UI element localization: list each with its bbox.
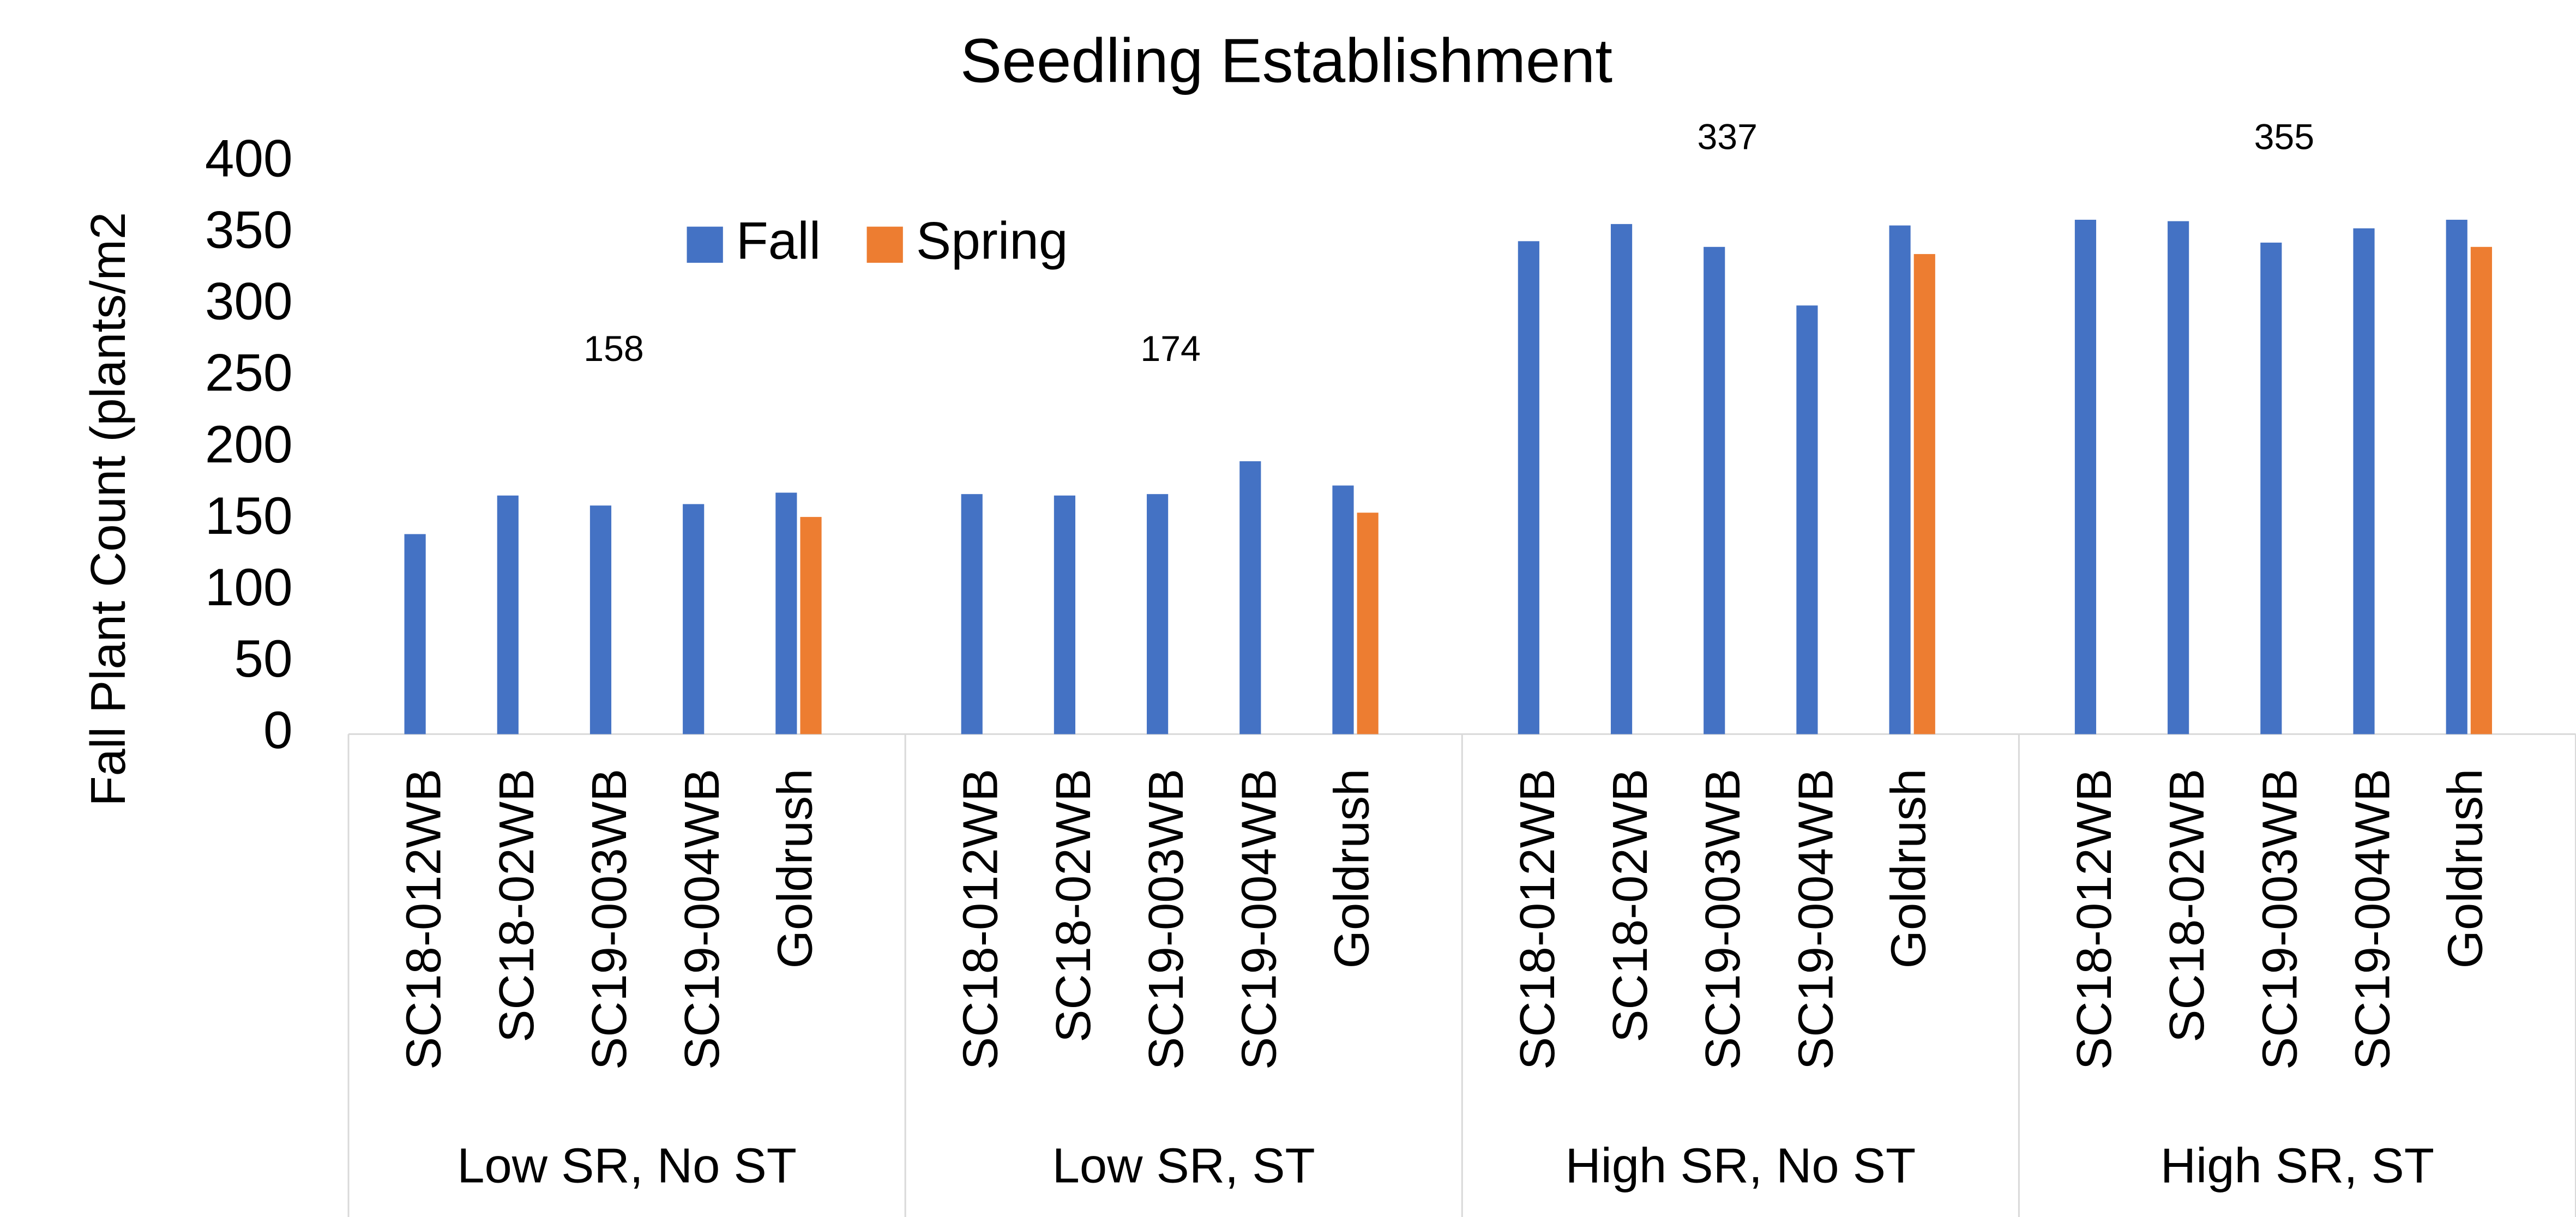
bar: [1239, 461, 1261, 734]
bar: [683, 504, 705, 734]
x-tick-label: SC18-02WB: [489, 769, 544, 1043]
bar: [1889, 225, 1911, 734]
bar: [2446, 220, 2467, 734]
bar: [404, 534, 426, 734]
x-tick-label: SC19-003WB: [1695, 769, 1750, 1070]
x-tick-label: Goldrush: [1881, 769, 1936, 969]
y-tick-label: 200: [205, 415, 293, 474]
annotation: 337: [1697, 117, 1758, 158]
y-axis-label: Fall Plant Count (plants/m2: [81, 212, 136, 806]
annotation: 158: [583, 329, 644, 369]
annotation: 355: [2254, 117, 2315, 158]
bar: [1332, 485, 1354, 734]
x-tick-label: SC19-003WB: [1139, 769, 1194, 1070]
x-tick-label: SC18-012WB: [953, 769, 1008, 1070]
y-tick-label: 50: [234, 630, 292, 688]
x-tick-label: SC19-003WB: [582, 769, 637, 1070]
y-tick-label: 300: [205, 273, 293, 331]
x-tick-label: SC18-012WB: [2067, 769, 2122, 1070]
x-tick-label: SC19-004WB: [1788, 769, 1843, 1070]
bar: [2353, 228, 2375, 734]
y-tick-label: 150: [205, 487, 293, 545]
x-tick-label: SC18-012WB: [1510, 769, 1565, 1070]
x-tick-label: SC19-004WB: [675, 769, 730, 1070]
x-tick-label: SC18-02WB: [2159, 769, 2214, 1043]
bar: [497, 495, 519, 734]
y-tick-label: 0: [263, 701, 293, 760]
bar: [2260, 242, 2282, 734]
bar: [1610, 224, 1633, 734]
chart-title: Seedling Establishment: [960, 26, 1612, 96]
y-tick-label: 400: [205, 130, 293, 188]
x-tick-label: Goldrush: [1324, 769, 1379, 969]
bar: [1518, 241, 1539, 734]
x-tick-label: SC18-012WB: [396, 769, 452, 1070]
legend-swatch: [687, 226, 723, 263]
bar: [589, 505, 612, 734]
bar: [2168, 221, 2189, 734]
annotation: 174: [1140, 329, 1201, 369]
y-tick-label: 100: [205, 558, 293, 617]
y-tick-label: 350: [205, 201, 293, 260]
x-tick-label: Goldrush: [2438, 769, 2493, 969]
bar: [1913, 254, 1935, 734]
group-label: Low SR, No ST: [457, 1138, 797, 1194]
legend-label: Spring: [916, 212, 1068, 270]
bar: [1796, 305, 1818, 734]
bar: [1054, 495, 1076, 734]
y-tick-label: 250: [205, 344, 293, 402]
legend-swatch: [866, 226, 903, 263]
bar: [800, 517, 822, 734]
x-tick-label: SC18-02WB: [1603, 769, 1658, 1043]
x-tick-label: SC19-003WB: [2252, 769, 2307, 1070]
bar: [961, 494, 983, 734]
group-label: High SR, No ST: [1565, 1138, 1916, 1194]
bar: [1704, 246, 1725, 734]
group-label: High SR, ST: [2160, 1138, 2434, 1194]
group-label: Low SR, ST: [1052, 1138, 1315, 1194]
bar: [2470, 246, 2492, 734]
x-tick-label: SC19-004WB: [1231, 769, 1286, 1070]
bar: [1357, 513, 1379, 734]
x-tick-label: Goldrush: [767, 769, 822, 969]
bar: [2074, 220, 2097, 734]
bar: [1147, 494, 1169, 734]
x-tick-label: SC19-004WB: [2345, 769, 2400, 1070]
x-tick-label: SC18-02WB: [1046, 769, 1101, 1043]
bar: [775, 492, 797, 734]
legend-label: Fall: [736, 212, 821, 270]
